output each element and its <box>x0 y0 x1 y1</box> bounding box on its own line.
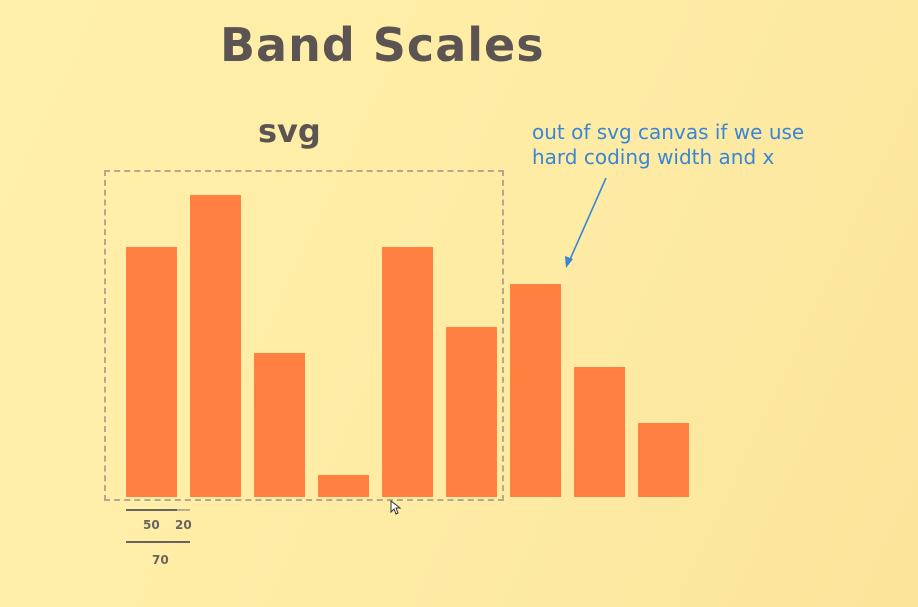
bar-3 <box>254 353 305 497</box>
svg-canvas-label: svg <box>258 112 321 150</box>
annotation-note: out of svg canvas if we use hard coding … <box>532 120 804 170</box>
padding-label: 20 <box>175 518 192 532</box>
bar-4 <box>318 475 369 497</box>
bar-5 <box>382 247 433 497</box>
annotation-arrow <box>565 177 607 268</box>
bar-6 <box>446 327 497 497</box>
svg-canvas-boundary <box>104 170 504 501</box>
annotation-line-1: out of svg canvas if we use <box>532 120 805 144</box>
page-title: Band Scales <box>220 18 545 72</box>
bar-8 <box>574 367 625 497</box>
bar-1 <box>126 247 177 497</box>
bars-group <box>126 195 689 497</box>
step-dimension-line <box>126 541 190 543</box>
bar-width-label: 50 <box>143 518 160 532</box>
mouse-cursor-icon <box>390 500 402 515</box>
bar-9 <box>638 423 689 497</box>
bar-7 <box>510 284 561 497</box>
annotation-line-2: hard coding width and x <box>532 145 775 169</box>
step-label: 70 <box>152 553 169 567</box>
bar-2 <box>190 195 241 497</box>
bar-width-dimension-line <box>126 509 177 511</box>
